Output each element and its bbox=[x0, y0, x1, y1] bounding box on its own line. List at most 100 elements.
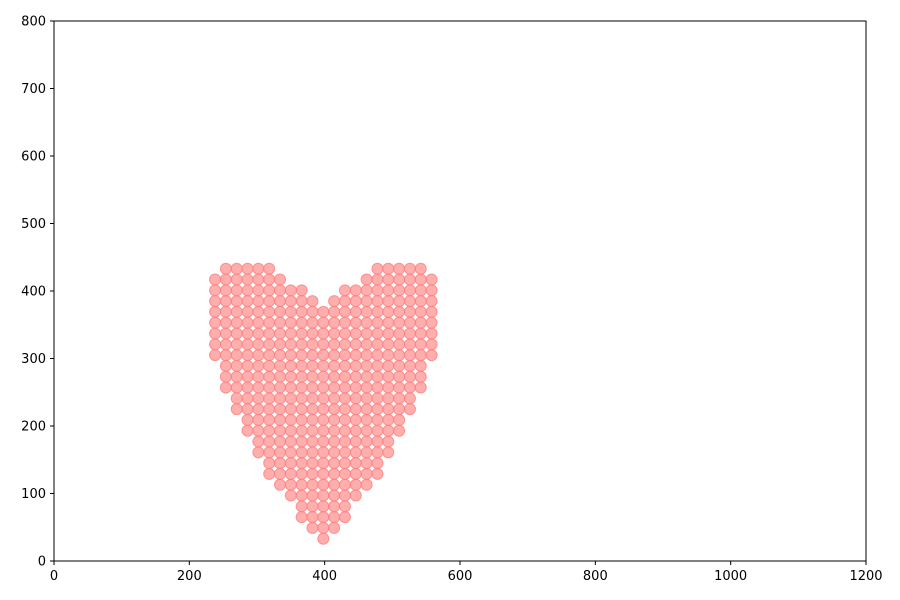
data-point bbox=[360, 273, 373, 286]
data-point bbox=[317, 511, 330, 524]
data-point bbox=[306, 435, 319, 448]
data-point bbox=[382, 295, 395, 308]
data-point bbox=[219, 370, 232, 383]
data-point bbox=[317, 467, 330, 480]
data-point bbox=[328, 316, 341, 329]
data-point bbox=[263, 295, 276, 308]
data-point bbox=[274, 435, 287, 448]
data-point bbox=[338, 295, 351, 308]
data-point bbox=[317, 327, 330, 340]
data-point bbox=[425, 295, 438, 308]
data-point bbox=[241, 403, 254, 416]
data-point bbox=[425, 338, 438, 351]
data-point bbox=[317, 478, 330, 491]
data-point bbox=[252, 284, 265, 297]
data-point bbox=[371, 349, 384, 362]
data-point bbox=[263, 413, 276, 426]
data-point bbox=[425, 305, 438, 318]
data-point bbox=[349, 305, 362, 318]
data-point bbox=[263, 338, 276, 351]
data-point bbox=[360, 457, 373, 470]
data-point bbox=[382, 370, 395, 383]
y-tick-label: 200 bbox=[21, 420, 46, 435]
data-point bbox=[295, 338, 308, 351]
data-point bbox=[219, 338, 232, 351]
data-point bbox=[263, 349, 276, 362]
data-point bbox=[263, 262, 276, 275]
data-point bbox=[382, 349, 395, 362]
data-point bbox=[349, 457, 362, 470]
data-point bbox=[382, 413, 395, 426]
x-tick-label: 1200 bbox=[849, 569, 882, 584]
data-point bbox=[371, 467, 384, 480]
data-point bbox=[219, 284, 232, 297]
data-point bbox=[328, 359, 341, 372]
y-tick-label: 500 bbox=[21, 217, 46, 232]
data-point bbox=[360, 284, 373, 297]
data-point bbox=[393, 349, 406, 362]
data-point bbox=[230, 295, 243, 308]
data-point bbox=[360, 295, 373, 308]
data-point bbox=[252, 349, 265, 362]
data-point bbox=[360, 381, 373, 394]
data-point bbox=[274, 478, 287, 491]
data-point bbox=[371, 381, 384, 394]
data-point bbox=[382, 305, 395, 318]
y-tick-label: 100 bbox=[21, 487, 46, 502]
data-point bbox=[382, 273, 395, 286]
data-point bbox=[295, 511, 308, 524]
data-point bbox=[403, 295, 416, 308]
data-point bbox=[306, 500, 319, 513]
data-point bbox=[295, 327, 308, 340]
data-point bbox=[263, 305, 276, 318]
data-point bbox=[338, 327, 351, 340]
data-point bbox=[263, 403, 276, 416]
data-point bbox=[360, 338, 373, 351]
data-point bbox=[382, 392, 395, 405]
data-point bbox=[241, 349, 254, 362]
data-point bbox=[252, 338, 265, 351]
data-point bbox=[263, 327, 276, 340]
data-point bbox=[349, 338, 362, 351]
data-point bbox=[338, 338, 351, 351]
data-point bbox=[360, 435, 373, 448]
data-point bbox=[317, 359, 330, 372]
data-point bbox=[393, 370, 406, 383]
data-point bbox=[274, 295, 287, 308]
data-point bbox=[306, 392, 319, 405]
data-point bbox=[306, 413, 319, 426]
data-point bbox=[306, 370, 319, 383]
data-point bbox=[371, 359, 384, 372]
data-point bbox=[295, 284, 308, 297]
data-point bbox=[284, 338, 297, 351]
data-point bbox=[284, 446, 297, 459]
data-point bbox=[328, 511, 341, 524]
data-point bbox=[295, 446, 308, 459]
data-point bbox=[371, 403, 384, 416]
data-point bbox=[382, 424, 395, 437]
data-point bbox=[317, 316, 330, 329]
data-point bbox=[241, 273, 254, 286]
data-point bbox=[241, 413, 254, 426]
data-point bbox=[295, 403, 308, 416]
data-point bbox=[252, 424, 265, 437]
data-point bbox=[252, 403, 265, 416]
data-point bbox=[328, 467, 341, 480]
data-point bbox=[306, 478, 319, 491]
data-point bbox=[295, 349, 308, 362]
data-point bbox=[263, 284, 276, 297]
data-point bbox=[425, 284, 438, 297]
data-point bbox=[349, 284, 362, 297]
data-point bbox=[230, 284, 243, 297]
data-point bbox=[349, 403, 362, 416]
data-point bbox=[284, 370, 297, 383]
data-point bbox=[317, 305, 330, 318]
data-point bbox=[274, 381, 287, 394]
data-point bbox=[219, 349, 232, 362]
data-point bbox=[241, 262, 254, 275]
data-point bbox=[349, 413, 362, 426]
data-point bbox=[252, 359, 265, 372]
data-point bbox=[219, 381, 232, 394]
data-point bbox=[284, 381, 297, 394]
data-point bbox=[371, 305, 384, 318]
